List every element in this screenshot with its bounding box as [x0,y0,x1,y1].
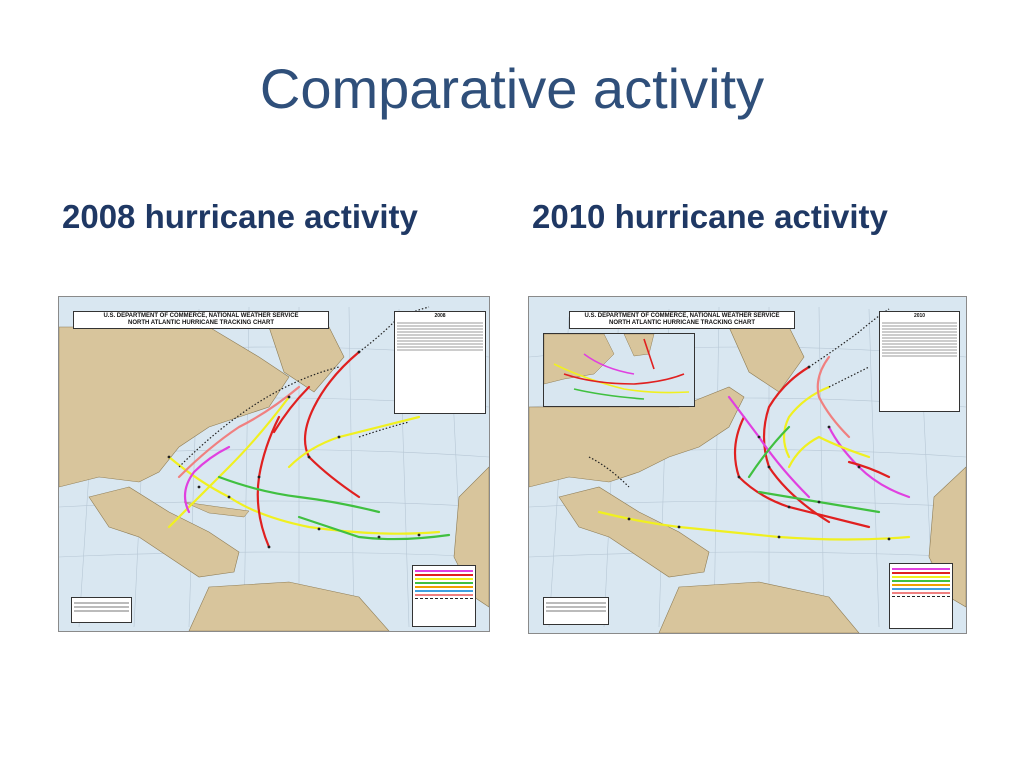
map-header-line2: NORTH ATLANTIC HURRICANE TRACKING CHART [128,320,274,327]
storm-table-2010: 2010 [879,311,960,412]
map-2010-svg [529,297,966,633]
inset-map-2010 [543,333,695,407]
projection-box-2008 [71,597,132,623]
slide-title: Comparative activity [259,57,765,120]
left-subtitle: 2008 hurricane activity [62,198,418,235]
map-legend-2008 [412,565,476,627]
map-legend-2010 [889,563,953,629]
projection-box-2010 [543,597,609,625]
hurricane-tracking-chart-2008: U.S. DEPARTMENT OF COMMERCE, NATIONAL WE… [58,296,490,632]
map-header-2010: U.S. DEPARTMENT OF COMMERCE, NATIONAL WE… [569,311,795,330]
map-header-line2: NORTH ATLANTIC HURRICANE TRACKING CHART [609,320,755,327]
map-header-line1: U.S. DEPARTMENT OF COMMERCE, NATIONAL WE… [103,313,299,319]
inset-map-svg [544,334,690,400]
storm-table-year: 2010 [913,313,926,319]
hurricane-tracking-chart-2010: U.S. DEPARTMENT OF COMMERCE, NATIONAL WE… [528,296,967,634]
storm-table-2008: 2008 [394,311,486,414]
right-subtitle: 2010 hurricane activity [532,198,888,235]
storm-table-year: 2008 [434,313,446,319]
map-header-line1: U.S. DEPARTMENT OF COMMERCE, NATIONAL WE… [584,313,780,319]
map-header-2008: U.S. DEPARTMENT OF COMMERCE, NATIONAL WE… [73,311,329,330]
